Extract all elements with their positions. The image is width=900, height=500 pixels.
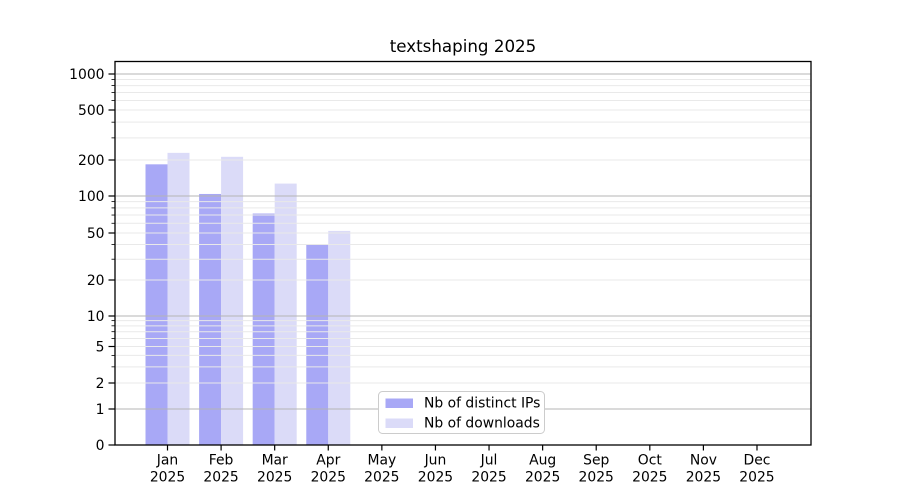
- y-tick-label: 1: [96, 402, 105, 418]
- x-tick-label: Apr 2025: [311, 453, 346, 486]
- axes-layer: 0 1 2 5 10 20 50 100 200 500 1000 Jan 2025 Feb 2025 Mar…: [69, 67, 775, 486]
- y-tick-label: 10: [87, 309, 105, 325]
- bar-downloads: [221, 156, 244, 446]
- y-tick-label: 500: [78, 103, 105, 119]
- x-tick-label: Sep 2025: [579, 453, 614, 486]
- bar-distinct-ips: [306, 244, 329, 445]
- y-tick-label: 1000: [69, 67, 104, 83]
- bar-distinct-ips: [145, 164, 168, 445]
- x-tick-label: Nov 2025: [686, 453, 721, 486]
- x-tick-label: Jul 2025: [471, 453, 506, 486]
- x-tick-label: May 2025: [364, 453, 399, 486]
- x-tick-label: Oct 2025: [632, 453, 667, 486]
- y-tick-label: 5: [96, 340, 105, 356]
- legend-swatch-downloads: [385, 418, 413, 428]
- y-tick-label: 100: [78, 189, 105, 205]
- y-tick-label: 2: [96, 376, 105, 392]
- grid-layer: [115, 73, 811, 410]
- legend-label-downloads: Nb of downloads: [424, 416, 540, 432]
- y-tick-label: 20: [87, 273, 105, 289]
- bar-downloads: [328, 230, 351, 445]
- x-tick-label: Dec 2025: [739, 453, 774, 486]
- plot-border: [114, 60, 812, 446]
- bar-downloads: [167, 152, 190, 445]
- legend-box: [378, 391, 545, 434]
- legend-label-distinct-ips: Nb of distinct IPs: [424, 396, 540, 412]
- x-tick-label: Mar 2025: [257, 453, 292, 486]
- y-tick-label: 0: [96, 438, 105, 454]
- x-tick-label: Aug 2025: [525, 453, 560, 486]
- legend: Nb of distinct IPs Nb of downloads: [378, 391, 545, 434]
- bar-downloads: [274, 183, 297, 445]
- chart-title: textshaping 2025: [390, 36, 537, 56]
- x-tick-label: Jun 2025: [418, 453, 453, 486]
- x-tick-label: Jan 2025: [150, 453, 185, 486]
- x-tick-label: Feb 2025: [203, 453, 238, 486]
- bar-distinct-ips: [199, 193, 222, 445]
- bars-layer: [145, 152, 351, 446]
- legend-swatch-distinct-ips: [385, 398, 413, 408]
- y-tick-label: 50: [87, 226, 105, 242]
- y-tick-label: 200: [78, 153, 105, 169]
- bar-distinct-ips: [252, 213, 275, 445]
